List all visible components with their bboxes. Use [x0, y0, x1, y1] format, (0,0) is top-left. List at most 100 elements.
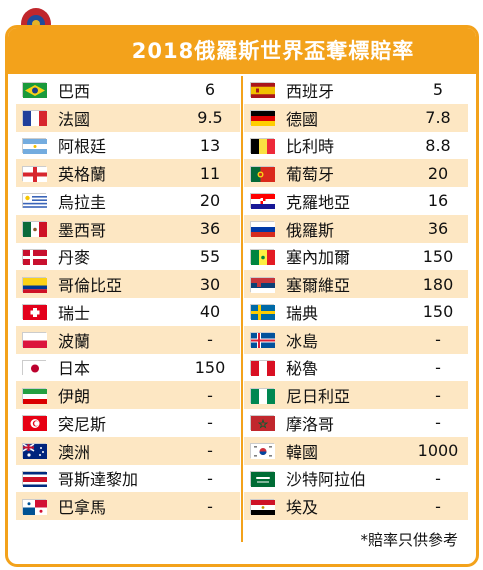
- team-odds: 20: [199, 191, 221, 211]
- column-divider: [241, 76, 243, 542]
- title-bar: 2018俄羅斯世界盃奪標賠率: [8, 28, 476, 74]
- team-row: 伊朗 -: [16, 381, 240, 409]
- team-name: 巴西: [58, 81, 91, 101]
- team-name: 墨西哥: [58, 220, 107, 240]
- team-row: 西班牙 5: [244, 76, 468, 104]
- nigeria-flag-icon: [250, 387, 275, 404]
- iran-flag-icon: [22, 387, 47, 404]
- team-odds: 180: [422, 274, 454, 294]
- team-name: 塞爾維亞: [286, 276, 351, 296]
- team-row: 哥倫比亞 30: [16, 270, 240, 298]
- right-column: 西班牙 5 德國 7.8 比利時 8.8 葡萄牙 20 克羅地亞 16 俄羅斯 36 塞內加爾 150 塞爾…: [244, 76, 468, 520]
- egypt-flag-icon: [250, 498, 275, 515]
- team-row: 巴拿馬 -: [16, 492, 240, 520]
- team-name: 波蘭: [58, 331, 91, 351]
- team-name: 法國: [58, 109, 91, 129]
- germany-flag-icon: [250, 110, 275, 127]
- team-row: 比利時 8.8: [244, 132, 468, 160]
- team-row: 丹麥 55: [16, 243, 240, 271]
- team-odds: 16: [427, 191, 449, 211]
- team-row: 墨西哥 36: [16, 214, 240, 243]
- team-name: 瑞士: [58, 303, 91, 323]
- senegal-flag-icon: [250, 248, 275, 265]
- team-row: 阿根廷 13: [16, 132, 240, 160]
- brazil-flag-icon: [22, 82, 47, 99]
- iceland-flag-icon: [250, 332, 275, 349]
- russia-flag-icon: [250, 221, 275, 238]
- team-name: 阿根廷: [58, 137, 107, 157]
- croatia-flag-icon: [250, 193, 275, 210]
- left-column: 巴西 6 法國 9.5 阿根廷 13 英格蘭 11 烏拉圭 20 墨西哥 36 丹麥 55 哥倫比亞 30 瑞士…: [16, 76, 240, 520]
- team-odds: 5: [432, 80, 444, 100]
- poland-flag-icon: [22, 332, 47, 349]
- peru-flag-icon: [250, 359, 275, 376]
- team-row: 葡萄牙 20: [244, 159, 468, 187]
- team-odds: 150: [194, 357, 226, 377]
- team-name: 克羅地亞: [286, 192, 351, 212]
- team-name: 埃及: [286, 498, 319, 518]
- japan-flag-icon: [22, 359, 47, 376]
- panama-flag-icon: [22, 498, 47, 515]
- uruguay-flag-icon: [22, 193, 47, 210]
- disclaimer-note: *賠率只供參考: [360, 531, 458, 549]
- serbia-flag-icon: [250, 276, 275, 293]
- team-row: 波蘭 -: [16, 325, 240, 354]
- team-name: 德國: [286, 109, 319, 129]
- team-name: 西班牙: [286, 81, 335, 101]
- team-name: 哥倫比亞: [58, 276, 123, 296]
- team-odds: -: [435, 385, 441, 405]
- team-row: 突尼斯 -: [16, 409, 240, 437]
- team-name: 尼日利亞: [286, 387, 351, 407]
- team-row: 法國 9.5: [16, 103, 240, 132]
- team-odds: 7.8: [425, 108, 451, 128]
- team-odds: 9.5: [197, 108, 223, 128]
- team-odds: -: [207, 468, 213, 488]
- colombia-flag-icon: [22, 276, 47, 293]
- team-odds: 30: [199, 274, 221, 294]
- team-name: 葡萄牙: [286, 165, 335, 185]
- mexico-flag-icon: [22, 221, 47, 238]
- team-name: 澳洲: [58, 442, 91, 462]
- team-row: 澳洲 -: [16, 436, 240, 465]
- spain-flag-icon: [250, 82, 275, 99]
- team-row: 德國 7.8: [244, 103, 468, 132]
- team-name: 丹麥: [58, 248, 91, 268]
- korea-flag-icon: [250, 443, 275, 460]
- saudi-arabia-flag-icon: [250, 470, 275, 487]
- team-odds: 8.8: [425, 135, 451, 155]
- team-name: 比利時: [286, 137, 335, 157]
- team-name: 巴拿馬: [58, 498, 107, 518]
- team-odds: -: [435, 413, 441, 433]
- team-odds: -: [207, 385, 213, 405]
- team-odds: -: [207, 496, 213, 516]
- team-odds: -: [435, 468, 441, 488]
- belgium-flag-icon: [250, 137, 275, 154]
- team-odds: 150: [422, 302, 454, 322]
- team-row: 埃及 -: [244, 492, 468, 520]
- team-row: 俄羅斯 36: [244, 214, 468, 243]
- team-odds: -: [435, 496, 441, 516]
- argentina-flag-icon: [22, 137, 47, 154]
- team-name: 塞內加爾: [286, 248, 351, 268]
- team-odds: 40: [199, 302, 221, 322]
- team-row: 巴西 6: [16, 76, 240, 104]
- team-row: 瑞士 40: [16, 298, 240, 326]
- team-row: 韓國 1000: [244, 436, 468, 465]
- team-name: 日本: [58, 359, 91, 379]
- team-odds: -: [435, 330, 441, 350]
- team-row: 冰島 -: [244, 325, 468, 354]
- denmark-flag-icon: [22, 248, 47, 265]
- portugal-flag-icon: [250, 165, 275, 182]
- costa-rica-flag-icon: [22, 470, 47, 487]
- team-name: 俄羅斯: [286, 220, 335, 240]
- team-odds: 20: [427, 163, 449, 183]
- team-name: 突尼斯: [58, 414, 107, 434]
- australia-flag-icon: [22, 443, 47, 460]
- team-odds: 13: [199, 135, 221, 155]
- odds-table-card: 2018俄羅斯世界盃奪標賠率 巴西 6 法國 9.5 阿根廷 13 英格蘭 11 烏拉圭 20 墨西…: [5, 25, 479, 567]
- team-odds: 1000: [417, 441, 459, 461]
- team-odds: 6: [204, 80, 216, 100]
- team-row: 秘魯 -: [244, 354, 468, 382]
- team-odds: -: [435, 357, 441, 377]
- tunisia-flag-icon: [22, 415, 47, 432]
